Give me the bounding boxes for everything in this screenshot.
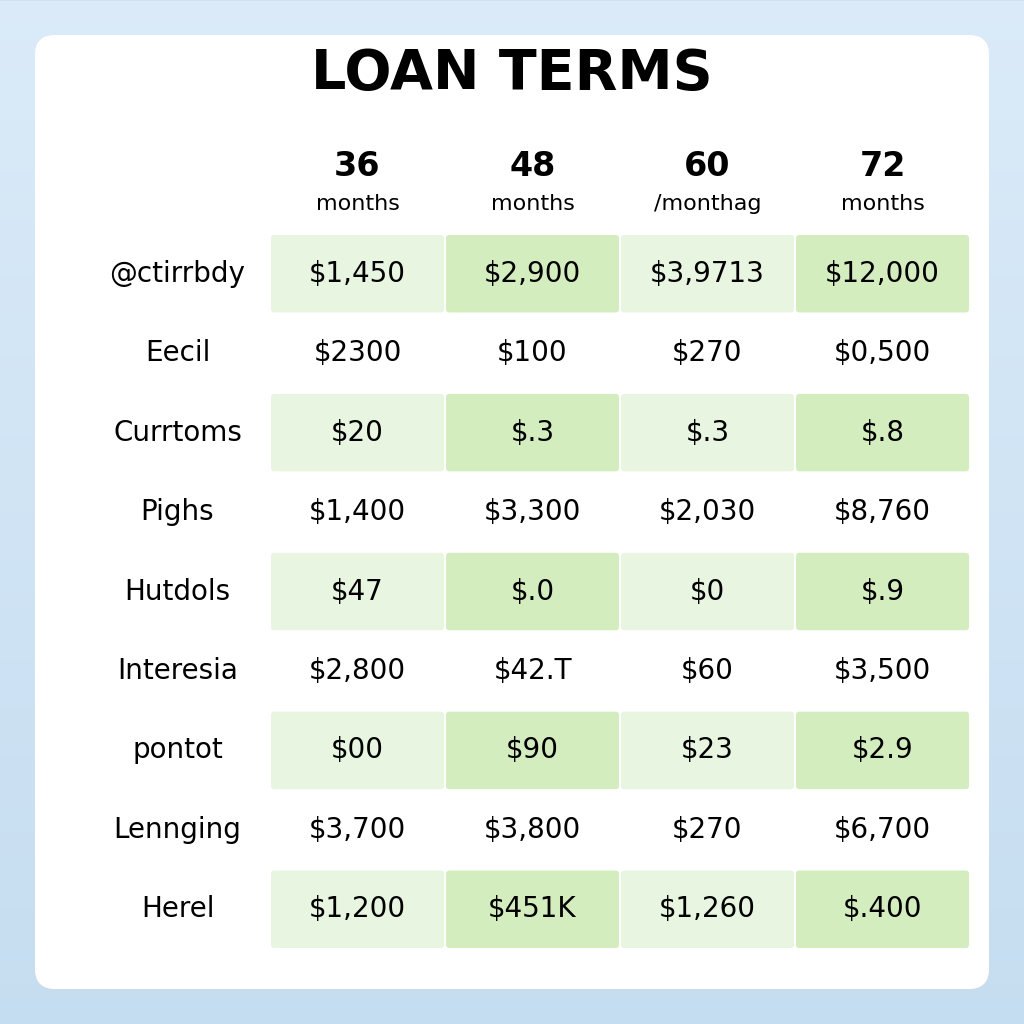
Text: months: months bbox=[315, 194, 399, 214]
FancyBboxPatch shape bbox=[271, 394, 444, 471]
Text: $1,260: $1,260 bbox=[659, 895, 756, 924]
FancyBboxPatch shape bbox=[446, 712, 618, 790]
FancyBboxPatch shape bbox=[621, 473, 794, 551]
Text: $.3: $.3 bbox=[510, 419, 555, 446]
FancyBboxPatch shape bbox=[271, 553, 444, 630]
Text: $.8: $.8 bbox=[860, 419, 904, 446]
Text: $3,800: $3,800 bbox=[484, 816, 582, 844]
Text: 72: 72 bbox=[859, 150, 905, 182]
Text: Currtoms: Currtoms bbox=[113, 419, 242, 446]
Text: $270: $270 bbox=[672, 816, 742, 844]
FancyBboxPatch shape bbox=[446, 870, 618, 948]
FancyBboxPatch shape bbox=[446, 234, 618, 312]
FancyBboxPatch shape bbox=[621, 394, 794, 471]
FancyBboxPatch shape bbox=[796, 870, 969, 948]
Text: months: months bbox=[490, 194, 574, 214]
Text: Hutdols: Hutdols bbox=[125, 578, 230, 605]
Text: $8,760: $8,760 bbox=[834, 498, 931, 526]
FancyBboxPatch shape bbox=[796, 473, 969, 551]
Text: 36: 36 bbox=[334, 150, 381, 182]
Text: $.9: $.9 bbox=[860, 578, 904, 605]
Text: Herel: Herel bbox=[140, 895, 214, 924]
Text: $90: $90 bbox=[506, 736, 559, 764]
Text: $2300: $2300 bbox=[313, 339, 401, 368]
FancyBboxPatch shape bbox=[271, 314, 444, 392]
Text: $3,700: $3,700 bbox=[309, 816, 407, 844]
Text: $23: $23 bbox=[681, 736, 734, 764]
Text: 48: 48 bbox=[509, 150, 556, 182]
FancyBboxPatch shape bbox=[621, 792, 794, 868]
FancyBboxPatch shape bbox=[621, 314, 794, 392]
FancyBboxPatch shape bbox=[621, 553, 794, 630]
FancyBboxPatch shape bbox=[796, 553, 969, 630]
FancyBboxPatch shape bbox=[621, 870, 794, 948]
Text: $.400: $.400 bbox=[843, 895, 923, 924]
Text: Lennging: Lennging bbox=[114, 816, 242, 844]
Text: $270: $270 bbox=[672, 339, 742, 368]
FancyBboxPatch shape bbox=[446, 314, 618, 392]
Text: /monthag: /monthag bbox=[653, 194, 761, 214]
Text: $1,200: $1,200 bbox=[309, 895, 407, 924]
Text: $2,030: $2,030 bbox=[658, 498, 756, 526]
Text: Pighs: Pighs bbox=[140, 498, 214, 526]
FancyBboxPatch shape bbox=[35, 35, 989, 989]
Text: $47: $47 bbox=[331, 578, 384, 605]
FancyBboxPatch shape bbox=[446, 792, 618, 868]
FancyBboxPatch shape bbox=[446, 394, 618, 471]
Text: $1,400: $1,400 bbox=[309, 498, 407, 526]
Text: $2.9: $2.9 bbox=[852, 736, 913, 764]
Text: 60: 60 bbox=[684, 150, 731, 182]
Text: $42.T: $42.T bbox=[494, 657, 571, 685]
Text: $00: $00 bbox=[331, 736, 384, 764]
FancyBboxPatch shape bbox=[796, 792, 969, 868]
Text: $1,450: $1,450 bbox=[309, 260, 406, 288]
FancyBboxPatch shape bbox=[271, 473, 444, 551]
Text: $12,000: $12,000 bbox=[825, 260, 940, 288]
FancyBboxPatch shape bbox=[271, 632, 444, 710]
Text: $.3: $.3 bbox=[685, 419, 729, 446]
FancyBboxPatch shape bbox=[796, 632, 969, 710]
Text: $20: $20 bbox=[331, 419, 384, 446]
Text: $0,500: $0,500 bbox=[834, 339, 931, 368]
Text: $2,900: $2,900 bbox=[484, 260, 582, 288]
FancyBboxPatch shape bbox=[271, 234, 444, 312]
Text: $0: $0 bbox=[690, 578, 725, 605]
FancyBboxPatch shape bbox=[271, 792, 444, 868]
Text: months: months bbox=[841, 194, 925, 214]
FancyBboxPatch shape bbox=[621, 712, 794, 790]
FancyBboxPatch shape bbox=[446, 473, 618, 551]
Text: LOAN TERMS: LOAN TERMS bbox=[311, 47, 713, 101]
Text: @ctirrbdy: @ctirrbdy bbox=[110, 260, 246, 288]
FancyBboxPatch shape bbox=[796, 712, 969, 790]
FancyBboxPatch shape bbox=[796, 314, 969, 392]
FancyBboxPatch shape bbox=[446, 632, 618, 710]
Text: Eecil: Eecil bbox=[144, 339, 210, 368]
FancyBboxPatch shape bbox=[796, 394, 969, 471]
FancyBboxPatch shape bbox=[621, 632, 794, 710]
FancyBboxPatch shape bbox=[621, 234, 794, 312]
Text: $451K: $451K bbox=[488, 895, 577, 924]
Text: $.0: $.0 bbox=[510, 578, 555, 605]
Text: Interesia: Interesia bbox=[117, 657, 238, 685]
Text: $60: $60 bbox=[681, 657, 734, 685]
FancyBboxPatch shape bbox=[271, 712, 444, 790]
Text: $2,800: $2,800 bbox=[309, 657, 407, 685]
Text: $6,700: $6,700 bbox=[834, 816, 931, 844]
FancyBboxPatch shape bbox=[271, 870, 444, 948]
FancyBboxPatch shape bbox=[446, 553, 618, 630]
Text: $100: $100 bbox=[498, 339, 568, 368]
Text: $3,500: $3,500 bbox=[834, 657, 931, 685]
Text: pontot: pontot bbox=[132, 736, 223, 764]
Text: $3,9713: $3,9713 bbox=[650, 260, 765, 288]
Text: $3,300: $3,300 bbox=[483, 498, 582, 526]
FancyBboxPatch shape bbox=[796, 234, 969, 312]
